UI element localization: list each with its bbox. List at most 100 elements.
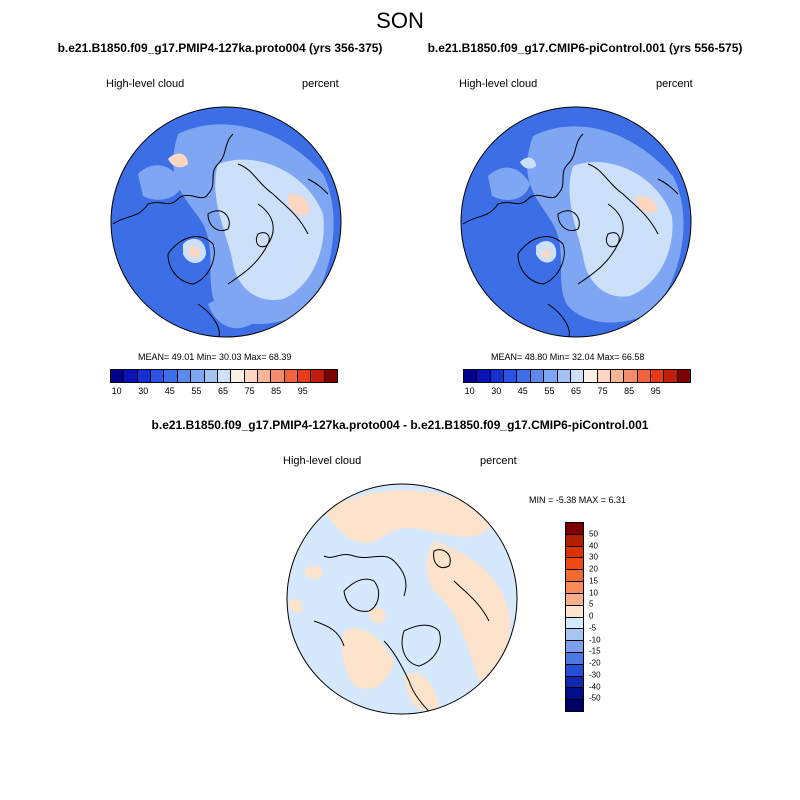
- diff-units-label: percent: [480, 455, 517, 467]
- colorbar-swatch: [566, 641, 583, 653]
- colorbar-swatch: [464, 370, 478, 382]
- colorbar-tick-label: 40: [589, 541, 598, 550]
- colorbar-tick-label: 20: [589, 564, 598, 574]
- colorbar-swatch: [477, 370, 491, 382]
- colorbar-swatch: [217, 370, 232, 382]
- colorbar-tick-label: -5: [589, 623, 597, 633]
- colorbar-tick-label: -10: [589, 635, 601, 644]
- panel-2-units-label: percent: [656, 78, 693, 90]
- colorbar-swatch: [544, 370, 558, 382]
- colorbar-swatch: [566, 593, 583, 606]
- diff-colorbar: [565, 522, 584, 712]
- panel-1-map: [110, 106, 342, 338]
- colorbar-swatch: [566, 570, 583, 583]
- colorbar-swatch: [191, 370, 205, 382]
- figure-title: SON: [376, 8, 424, 33]
- colorbar-tick-label: 50: [589, 529, 598, 539]
- colorbar-tick-label: 65: [217, 386, 229, 396]
- colorbar-swatch: [570, 370, 585, 382]
- colorbar-swatch: [637, 370, 652, 382]
- colorbar-swatch: [204, 370, 218, 382]
- colorbar-swatch: [584, 370, 598, 382]
- colorbar-swatch: [651, 370, 665, 382]
- colorbar-swatch: [177, 370, 192, 382]
- colorbar-swatch: [566, 546, 583, 559]
- colorbar-swatch: [517, 370, 531, 382]
- colorbar-swatch: [566, 652, 583, 665]
- colorbar-swatch: [597, 370, 611, 382]
- colorbar-swatch: [324, 370, 338, 382]
- colorbar-tick-label: 85: [624, 386, 635, 396]
- colorbar-tick-label: 0: [589, 611, 594, 621]
- colorbar-swatch: [557, 370, 571, 382]
- colorbar-swatch: [271, 370, 285, 382]
- panel-1-stats: MEAN= 49.01 Min= 30.03 Max= 68.39: [138, 352, 292, 362]
- colorbar-tick-label: -15: [589, 646, 601, 656]
- diff-stats: MIN = -5.38 MAX = 6.31: [529, 495, 627, 505]
- panel-1-run-title: b.e21.B1850.f09_g17.PMIP4-127ka.proto004…: [57, 41, 383, 55]
- colorbar-swatch: [566, 629, 583, 642]
- colorbar-swatch: [137, 370, 152, 382]
- panel-2-run-title: b.e21.B1850.f09_g17.CMIP6-piControl.001 …: [427, 41, 743, 55]
- colorbar-tick-label: 10: [589, 588, 598, 597]
- colorbar-tick-label: 45: [517, 386, 528, 396]
- panel-2-colorbar-ticks: 10 30 45 55 65 75 85 95: [463, 386, 689, 398]
- colorbar-tick-label: 10: [111, 386, 122, 396]
- colorbar-tick-label: 30: [138, 386, 149, 396]
- colorbar-swatch: [566, 582, 583, 594]
- colorbar-tick-label: 55: [544, 386, 555, 396]
- colorbar-tick-label: 30: [589, 552, 598, 562]
- colorbar-swatch: [610, 370, 625, 382]
- colorbar-tick-label: 55: [191, 386, 202, 396]
- colorbar-tick-label: 30: [491, 386, 502, 396]
- colorbar-swatch: [566, 523, 583, 535]
- colorbar-swatch: [566, 558, 583, 571]
- panel-1-variable-label: High-level cloud: [106, 78, 185, 90]
- colorbar-tick-label: 10: [464, 386, 475, 396]
- panel-2-stats: MEAN= 48.80 Min= 32.04 Max= 66.58: [491, 352, 645, 362]
- colorbar-tick-label: -50: [589, 693, 601, 703]
- colorbar-tick-label: 95: [297, 386, 308, 396]
- colorbar-swatch: [124, 370, 138, 382]
- panel-2-map: [460, 106, 692, 338]
- colorbar-swatch: [664, 370, 678, 382]
- colorbar-swatch: [151, 370, 165, 382]
- colorbar-tick-label: 75: [597, 386, 608, 396]
- colorbar-swatch: [566, 688, 583, 701]
- panel-1-colorbar-ticks: 10 30 45 55 65 75 85 95: [110, 386, 336, 398]
- diff-colorbar-ticks: 50 40 30 20 15 10 5 0 -5 -10 -15 -20 -30 -40 -50: [589, 522, 619, 710]
- panel-1-units-label: percent: [302, 78, 339, 90]
- diff-variable-label: High-level cloud: [283, 455, 362, 467]
- colorbar-swatch: [284, 370, 299, 382]
- colorbar-swatch: [677, 370, 691, 382]
- colorbar-tick-label: 75: [244, 386, 255, 396]
- colorbar-tick-label: 95: [650, 386, 661, 396]
- colorbar-swatch: [257, 370, 272, 382]
- colorbar-swatch: [566, 676, 583, 689]
- colorbar-swatch: [490, 370, 505, 382]
- colorbar-swatch: [164, 370, 178, 382]
- colorbar-swatch: [566, 617, 583, 630]
- colorbar-tick-label: -30: [589, 670, 601, 680]
- colorbar-swatch: [530, 370, 545, 382]
- panel-1-colorbar: [110, 369, 338, 383]
- colorbar-swatch: [504, 370, 518, 382]
- colorbar-swatch: [244, 370, 258, 382]
- colorbar-tick-label: 45: [164, 386, 175, 396]
- diff-run-title: b.e21.B1850.f09_g17.PMIP4-127ka.proto004…: [151, 418, 649, 432]
- colorbar-tick-label: 65: [570, 386, 582, 396]
- colorbar-tick-label: 5: [589, 599, 594, 609]
- panel-2-variable-label: High-level cloud: [459, 78, 538, 90]
- colorbar-swatch: [298, 370, 312, 382]
- colorbar-swatch: [566, 534, 583, 547]
- panel-2-colorbar: [463, 369, 691, 383]
- colorbar-swatch: [566, 664, 583, 677]
- colorbar-swatch: [566, 700, 583, 711]
- colorbar-tick-label: 85: [271, 386, 282, 396]
- colorbar-swatch: [111, 370, 125, 382]
- colorbar-tick-label: 15: [589, 576, 598, 586]
- colorbar-swatch: [231, 370, 245, 382]
- colorbar-tick-label: -40: [589, 682, 601, 691]
- colorbar-swatch: [566, 605, 583, 618]
- colorbar-swatch: [311, 370, 325, 382]
